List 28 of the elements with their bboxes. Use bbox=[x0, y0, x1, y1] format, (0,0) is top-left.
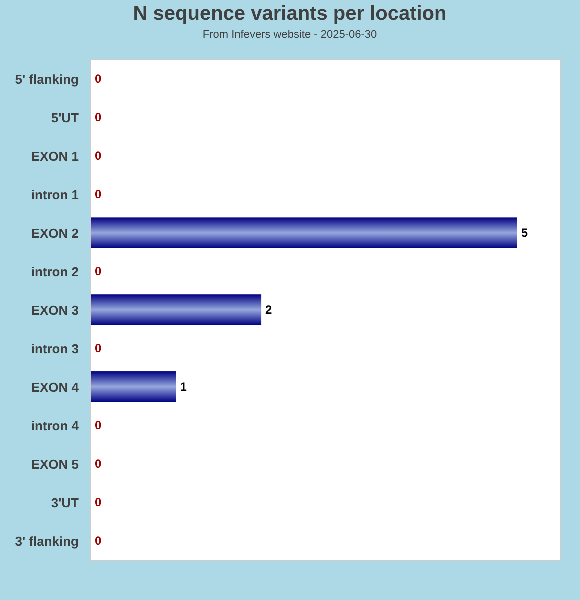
data-label: 0 bbox=[95, 264, 102, 279]
y-tick-label: EXON 5 bbox=[31, 456, 79, 472]
y-tick-label: intron 4 bbox=[31, 418, 80, 433]
y-tick-label: 3'UT bbox=[51, 494, 80, 510]
y-tick-label: intron 2 bbox=[31, 264, 79, 280]
y-tick-label: EXON 2 bbox=[31, 226, 79, 241]
chart-subtitle: From Infevers website - 2025-06-30 bbox=[202, 29, 378, 41]
data-label: 5 bbox=[521, 226, 528, 240]
data-label: 0 bbox=[95, 534, 102, 548]
data-label: 0 bbox=[95, 188, 102, 202]
y-tick-label: 3' flanking bbox=[15, 533, 80, 548]
chart-title: N sequence variants per location bbox=[133, 3, 447, 25]
y-tick-label: 5' flanking bbox=[15, 72, 80, 87]
data-label: 2 bbox=[266, 303, 273, 317]
y-tick-label: intron 3 bbox=[31, 340, 79, 356]
data-label: 1 bbox=[180, 380, 188, 394]
y-tick-label: intron 1 bbox=[31, 187, 79, 202]
data-label: 0 bbox=[95, 110, 102, 125]
data-label: 0 bbox=[95, 341, 102, 356]
data-label: 0 bbox=[95, 456, 102, 471]
data-label: 0 bbox=[95, 72, 102, 86]
data-label: 0 bbox=[95, 149, 102, 164]
y-tick-label: EXON 1 bbox=[31, 148, 79, 164]
data-label: 0 bbox=[95, 418, 102, 432]
y-tick-label: EXON 4 bbox=[31, 379, 80, 394]
data-label: 0 bbox=[95, 495, 102, 510]
y-tick-label: EXON 3 bbox=[31, 302, 79, 318]
y-tick-label: 5'UT bbox=[51, 110, 80, 126]
